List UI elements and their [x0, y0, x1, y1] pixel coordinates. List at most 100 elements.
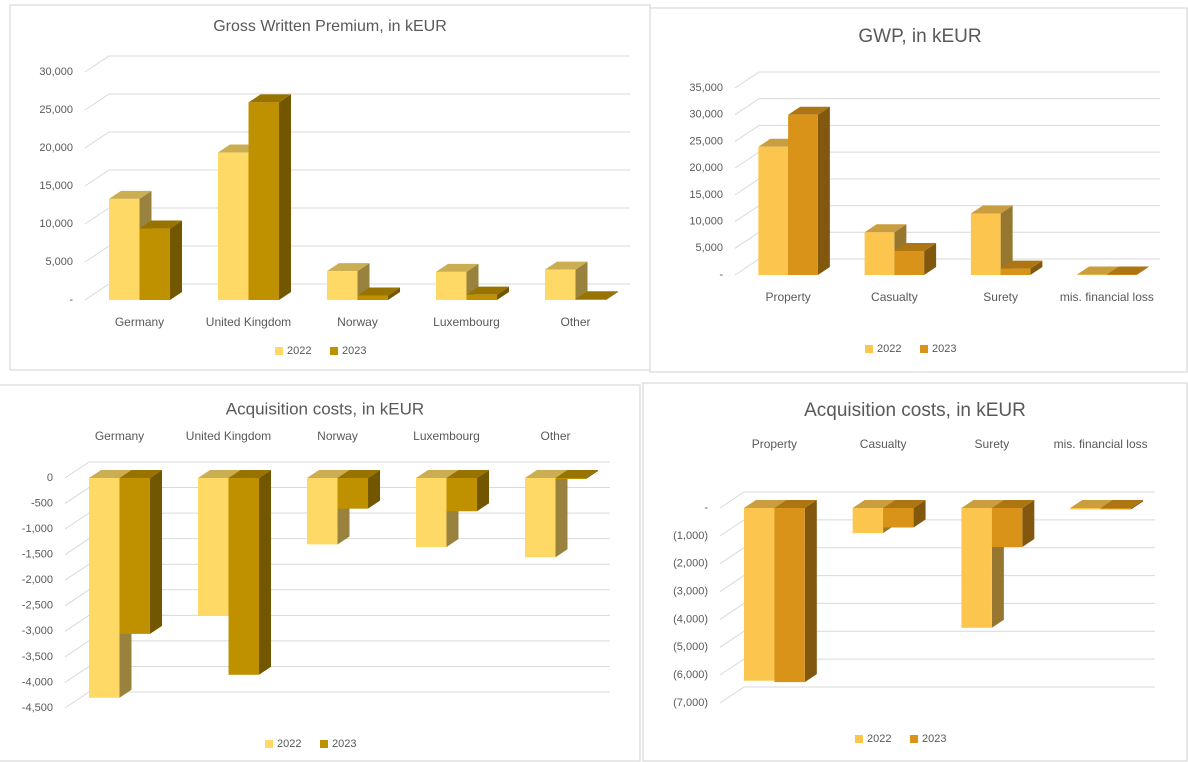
bar-side [817, 106, 830, 275]
bar [961, 508, 992, 628]
bar-top [1070, 500, 1113, 508]
legend-label: 2023 [342, 345, 366, 357]
x-tick-label: Germany [94, 429, 145, 443]
grid-line [84, 169, 630, 187]
y-tick-label: 10,000 [689, 215, 723, 227]
y-tick-label: - [704, 502, 708, 514]
y-tick-label: 25,000 [39, 104, 73, 116]
bar [197, 478, 229, 616]
bar [1100, 508, 1132, 510]
bar [555, 478, 587, 480]
y-tick-label: - [719, 269, 723, 281]
bar-side [279, 94, 292, 301]
legend-label: 2023 [332, 738, 356, 750]
x-tick-label: United Kingdom [205, 315, 292, 329]
y-tick-label: 5,000 [695, 242, 723, 254]
bar-top [139, 220, 183, 229]
y-tick-label: -2,000 [22, 574, 53, 586]
chart-title: GWP, in kEUR [858, 26, 981, 47]
bar-side [804, 500, 817, 683]
bar-side [1136, 266, 1149, 275]
y-tick-label: (1,000) [673, 530, 708, 542]
bar-top [894, 242, 937, 251]
bar-top [1000, 260, 1043, 269]
bar-top [119, 470, 163, 478]
bar [894, 250, 925, 275]
y-tick-label: -1,000 [22, 523, 53, 535]
bar-top [435, 263, 479, 272]
bar-top [524, 470, 568, 478]
legend-swatch [265, 740, 273, 748]
bar-top [575, 291, 619, 300]
x-tick-label: Casualty [859, 437, 907, 451]
bar [139, 228, 171, 300]
bar [119, 478, 151, 634]
bar [446, 478, 478, 512]
bar [524, 478, 556, 558]
x-tick-label: Luxembourg [433, 315, 500, 329]
x-tick-label: mis. financial loss [1053, 437, 1148, 451]
bar-top [228, 470, 272, 478]
bar-top [326, 263, 370, 272]
bar-top [88, 470, 132, 478]
bar [326, 271, 358, 300]
y-tick-label: - [69, 294, 73, 306]
x-tick-label: mis. financial loss [1059, 290, 1154, 304]
x-tick-label: Property [751, 437, 798, 451]
grid-line [64, 461, 610, 479]
y-tick-label: -4,000 [22, 676, 53, 688]
legend-swatch [910, 735, 918, 743]
y-tick-label: 20,000 [39, 142, 73, 154]
bar-top [337, 470, 381, 478]
bar [743, 508, 775, 681]
bar [991, 508, 1023, 547]
legend-swatch [275, 347, 283, 355]
y-tick-label: -3,500 [22, 651, 53, 663]
bar [306, 478, 338, 545]
x-tick-label: Surety [974, 437, 1010, 451]
bar-top [970, 205, 1013, 214]
x-tick-label: Surety [983, 290, 1018, 304]
y-tick-label: 0 [47, 472, 53, 484]
bar-side [1022, 500, 1035, 547]
legend-label: 2023 [922, 733, 946, 745]
x-tick-label: Property [765, 290, 811, 304]
bar-side [497, 286, 510, 300]
x-tick-label: Other [560, 315, 591, 329]
grid-line [719, 686, 1155, 704]
grid-line [734, 98, 1160, 116]
panel [649, 7, 1188, 373]
bar-side [924, 242, 937, 275]
y-tick-label: -2,500 [22, 600, 53, 612]
grid-line [719, 491, 1155, 509]
x-tick-label: Luxembourg [413, 429, 480, 443]
x-tick-label: Other [540, 429, 571, 443]
y-tick-label: (4,000) [673, 613, 708, 625]
y-tick-label: 30,000 [689, 109, 723, 121]
bar [788, 114, 818, 275]
bar [758, 146, 789, 275]
bar-top [544, 261, 588, 270]
bar-top [446, 470, 490, 478]
bar-top [248, 94, 292, 103]
y-tick-label: 15,000 [689, 189, 723, 201]
bar-side [586, 470, 599, 480]
bar-top [774, 500, 817, 508]
x-tick-label: Norway [317, 429, 358, 443]
legend-swatch [330, 347, 338, 355]
legend-label: 2022 [287, 345, 311, 357]
bar [1000, 268, 1031, 275]
bar-side [1030, 260, 1043, 275]
bar [248, 102, 280, 301]
grid-line [64, 691, 610, 709]
legend-label: 2022 [277, 738, 301, 750]
bar-top [555, 470, 599, 478]
x-tick-label: Germany [114, 315, 165, 329]
grid-line [84, 131, 630, 149]
bar [435, 271, 467, 300]
bar [337, 478, 369, 509]
bar-top [357, 287, 401, 296]
y-tick-label: (6,000) [673, 669, 708, 681]
bar [357, 295, 389, 300]
